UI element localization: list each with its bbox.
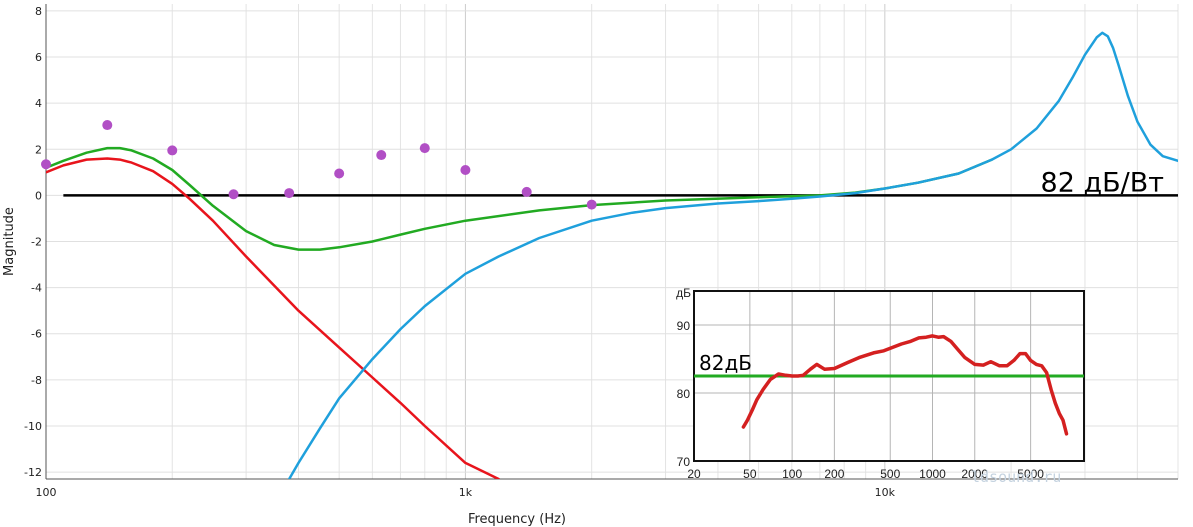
y-tick-label: 4 bbox=[35, 97, 42, 110]
x-tick-label: 100 bbox=[36, 486, 57, 499]
inset-x-tick-label: 2000 bbox=[961, 467, 988, 481]
y-tick-label: -8 bbox=[31, 374, 42, 387]
y-tick-label: -12 bbox=[24, 466, 42, 479]
y-tick-label: -6 bbox=[31, 328, 42, 341]
inset-x-tick-label: 5000 bbox=[1017, 467, 1044, 481]
data-point bbox=[586, 199, 597, 210]
inset-y-tick-label: 80 bbox=[677, 387, 691, 401]
inset-x-tick-label: 500 bbox=[880, 467, 900, 481]
y-tick-label: 6 bbox=[35, 51, 42, 64]
series-line-2 bbox=[287, 31, 1178, 479]
data-point bbox=[376, 150, 387, 161]
series-group bbox=[46, 31, 1178, 479]
y-tick-label: 0 bbox=[35, 189, 42, 202]
data-point bbox=[41, 159, 51, 170]
data-point bbox=[102, 120, 113, 131]
inset-y-tick-label: 70 bbox=[677, 455, 691, 469]
sensitivity-annotation: 82 дБ/Вт bbox=[1041, 167, 1164, 198]
data-point bbox=[419, 143, 430, 154]
data-point bbox=[334, 168, 345, 179]
inset-x-tick-label: 200 bbox=[824, 467, 844, 481]
x-tick-label: 10k bbox=[875, 486, 896, 499]
inset-x-tick-label: 50 bbox=[743, 467, 757, 481]
inset-y-axis-unit: дБ bbox=[676, 286, 691, 300]
data-point bbox=[167, 145, 178, 156]
y-tick-label: 8 bbox=[35, 5, 42, 18]
y-axis-title: Magnitude bbox=[2, 207, 17, 276]
data-point bbox=[228, 189, 239, 200]
inset-x-tick-label: 1000 bbox=[919, 467, 946, 481]
watermark-text: ldsound.ru bbox=[971, 468, 1061, 482]
y-tick-label: -2 bbox=[31, 236, 42, 249]
inset-x-tick-label: 100 bbox=[782, 467, 802, 481]
inset-y-tick-label: 90 bbox=[677, 319, 691, 333]
data-point bbox=[284, 188, 295, 199]
y-tick-label: -10 bbox=[24, 420, 42, 433]
inset-x-tick-label: 20 bbox=[687, 467, 701, 481]
y-tick-label: 2 bbox=[35, 143, 42, 156]
series-line-0 bbox=[46, 157, 500, 479]
inset-series-line-0 bbox=[741, 334, 1069, 436]
x-tick-label: 1k bbox=[459, 486, 473, 499]
data-point bbox=[521, 186, 532, 197]
data-point bbox=[460, 165, 471, 176]
y-tick-label: -4 bbox=[31, 282, 42, 295]
inset-level-annotation: 82дБ bbox=[699, 351, 752, 375]
x-axis-title: Frequency (Hz) bbox=[468, 512, 566, 527]
